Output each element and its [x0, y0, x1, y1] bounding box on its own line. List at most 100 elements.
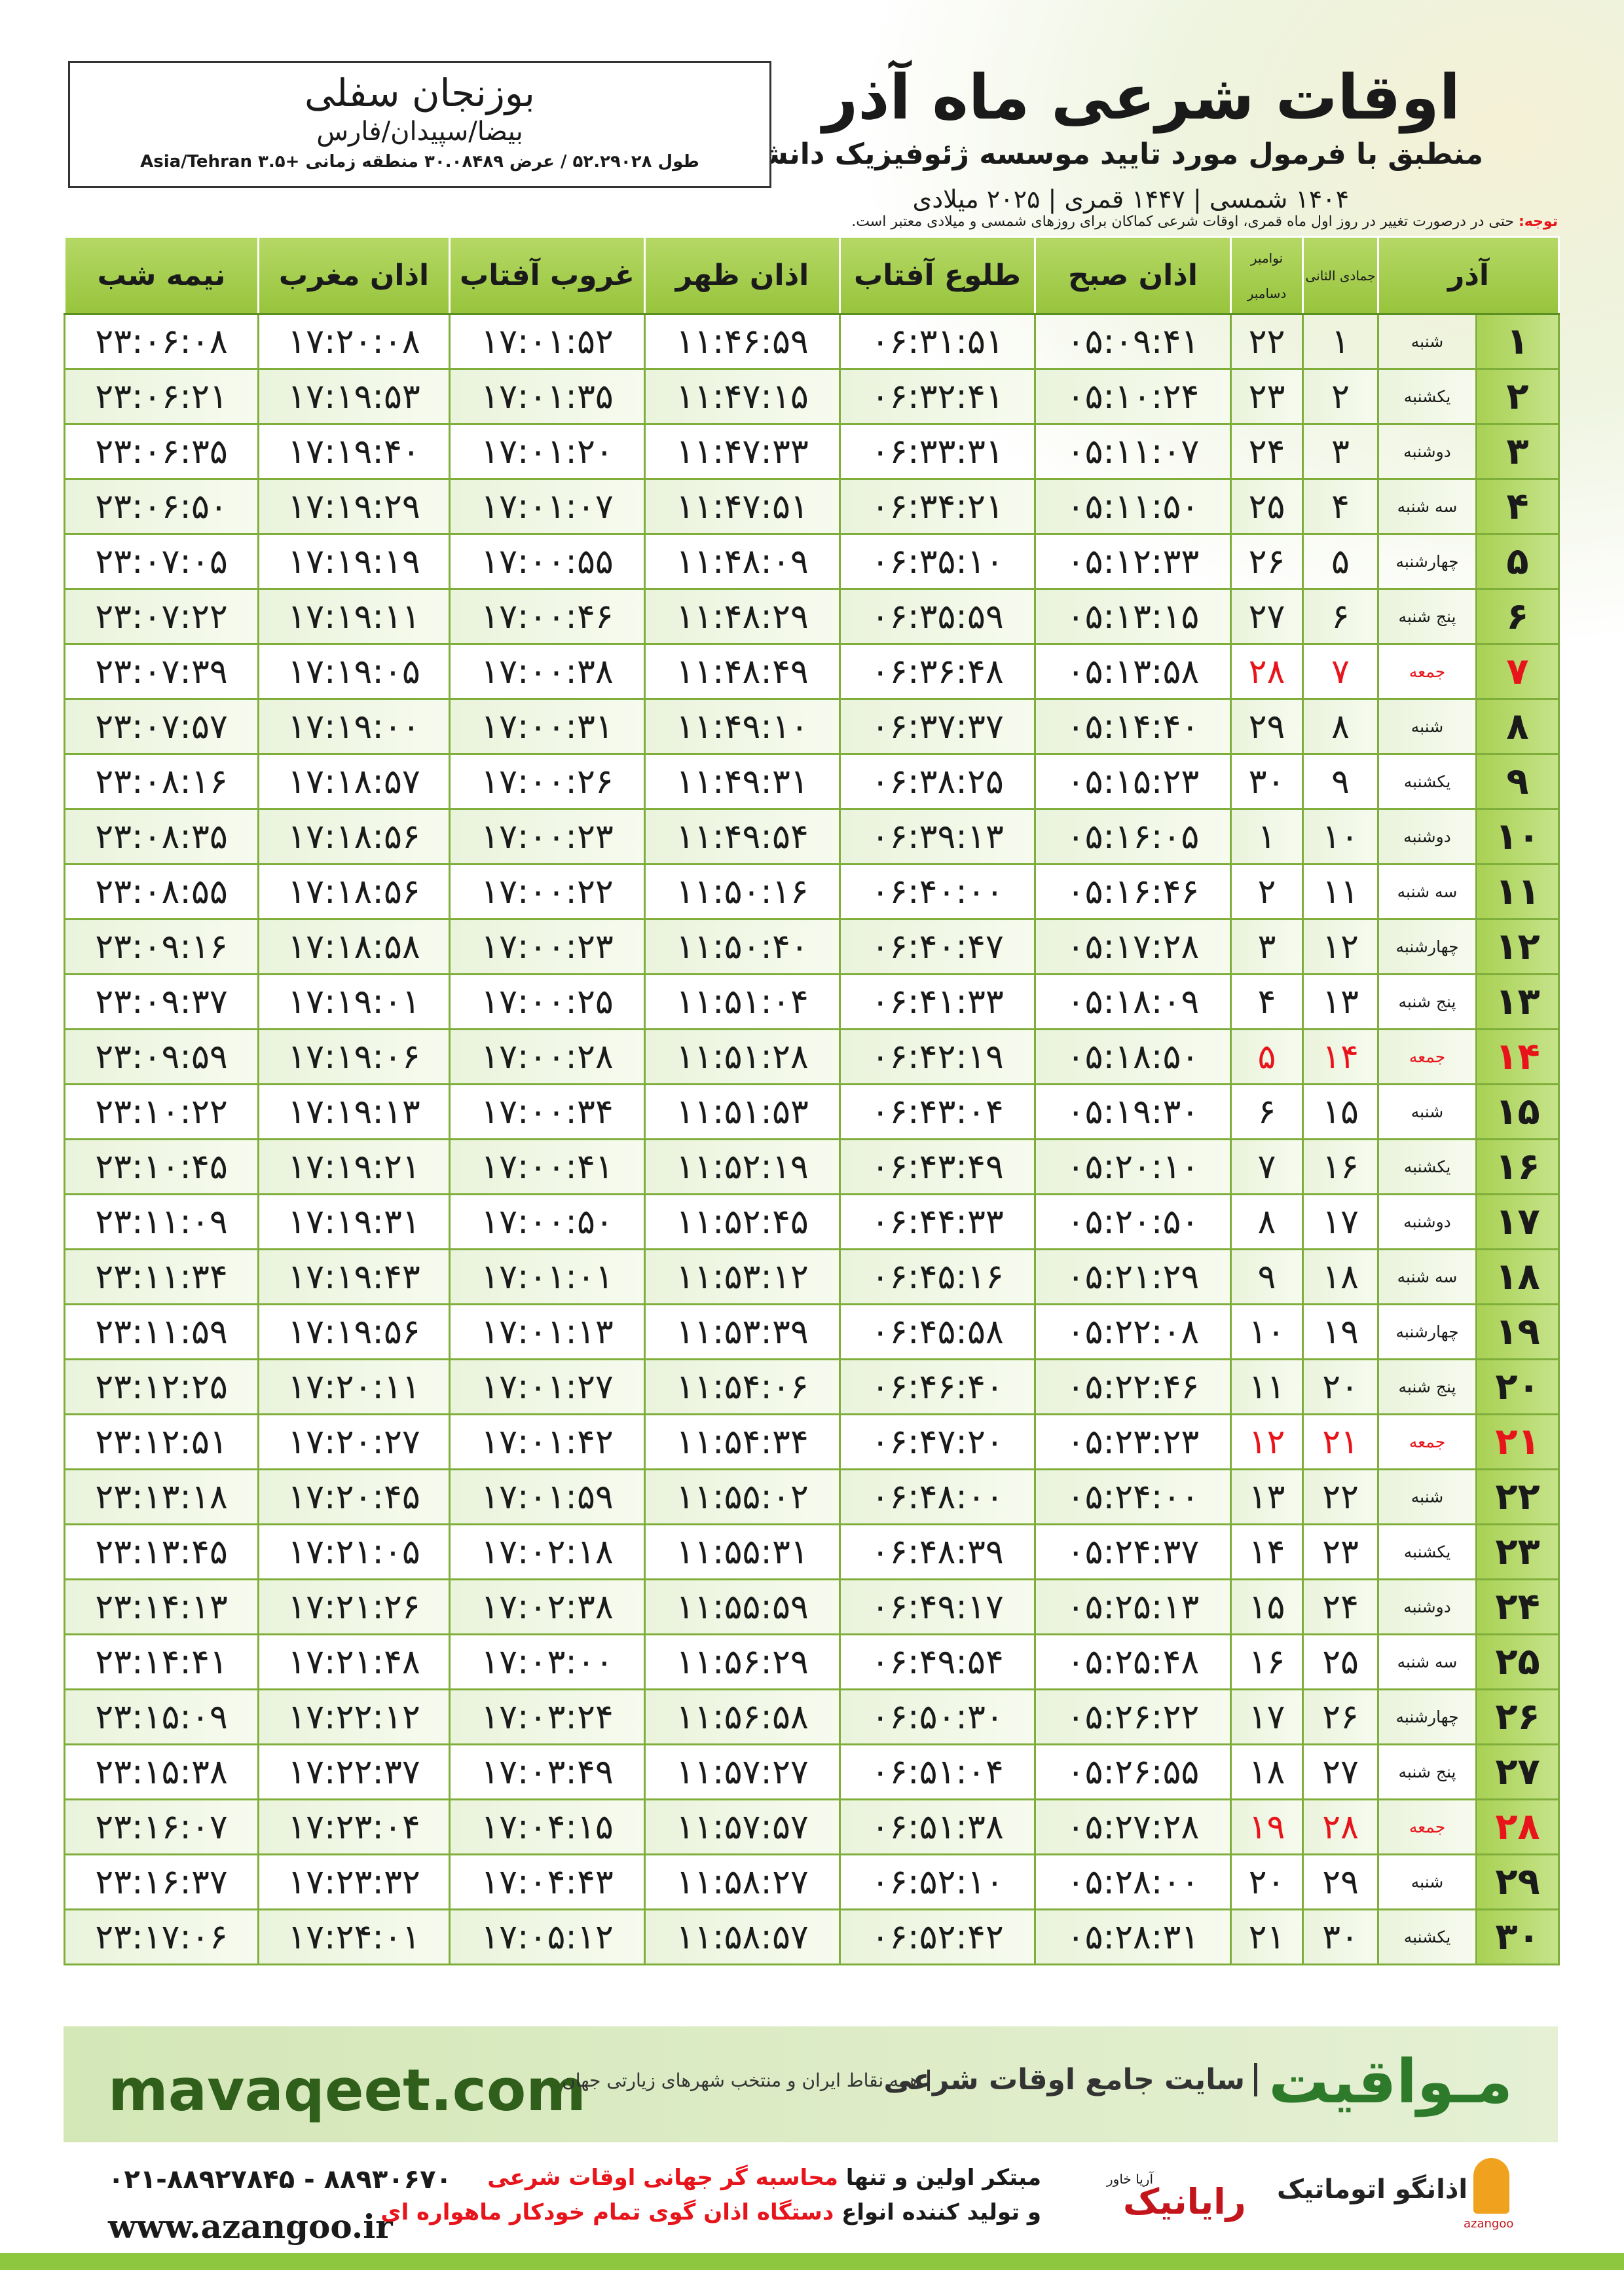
- prayer-table: آذر جمادی الثانی نوامبر دسامبر اذان صبح ط…: [64, 236, 1560, 1965]
- time-cell: ۰۵:۱۹:۳۰: [1034, 1083, 1232, 1140]
- time-cell: ۲۳:۱۱:۳۴: [64, 1248, 259, 1305]
- table-row: ۱۲ چهارشنبه ۱۲ ۳ ۰۵:۱۷:۲۸ ۰۶:۴۰:۴۷ ۱۱:۵۰:۴۰ ۱۷:…: [64, 918, 1560, 975]
- date-cell: ۹: [1230, 1248, 1304, 1305]
- time-cell: ۲۳:۰۷:۳۹: [64, 643, 259, 700]
- date-cell: ۷: [1302, 643, 1379, 700]
- footer-band: [64, 2026, 1558, 2142]
- note-text: حتی در درصورت تغییر در روز اول ماه قمری،…: [851, 214, 1514, 230]
- header-cell: نیمه شب: [64, 236, 259, 315]
- date-cell: چهارشنبه: [1377, 1303, 1477, 1360]
- date-cell: ۸: [1475, 698, 1560, 755]
- time-cell: ۱۷:۰۰:۳۴: [449, 1083, 646, 1140]
- time-cell: ۱۱:۵۷:۲۷: [644, 1743, 841, 1800]
- date-cell: جمعه: [1377, 1028, 1477, 1085]
- date-cell: ۸: [1230, 1193, 1304, 1250]
- table-row: ۲۰ پنج شنبه ۲۰ ۱۱ ۰۵:۲۲:۴۶ ۰۶:۴۶:۴۰ ۱۱:۵۴:۰۶ ۱۷…: [64, 1358, 1560, 1415]
- time-cell: ۱۱:۵۷:۵۷: [644, 1798, 841, 1855]
- date-cell: شنبه: [1377, 1083, 1477, 1140]
- table-row: ۲۳ یکشنبه ۲۳ ۱۴ ۰۵:۲۴:۳۷ ۰۶:۴۸:۳۹ ۱۱:۵۵:۳۱ ۱۷:۰…: [64, 1523, 1560, 1580]
- date-cell: دوشنبه: [1377, 1193, 1477, 1250]
- time-cell: ۱۱:۵۳:۱۲: [644, 1248, 841, 1305]
- date-cell: ۱۸: [1302, 1248, 1379, 1305]
- date-cell: ۲۹: [1230, 698, 1304, 755]
- time-cell: ۱۷:۰۰:۲۲: [449, 863, 646, 920]
- date-cell: ۲۲: [1230, 313, 1304, 370]
- time-cell: ۱۷:۱۹:۲۱: [257, 1138, 451, 1195]
- time-cell: ۰۵:۲۳:۲۳: [1034, 1413, 1232, 1470]
- date-cell: دوشنبه: [1377, 808, 1477, 865]
- date-cell: سه شنبه: [1377, 478, 1477, 535]
- date-cell: ۲۳: [1230, 368, 1304, 425]
- location-coords: طول ۵۲.۲۹۰۲۸ / عرض ۳۰.۰۸۴۸۹ منطقه زمانی …: [140, 152, 699, 172]
- time-cell: ۱۷:۰۱:۳۵: [449, 368, 646, 425]
- time-cell: ۱۱:۴۹:۵۴: [644, 808, 841, 865]
- time-cell: ۰۶:۵۲:۱۰: [839, 1853, 1036, 1910]
- time-cell: ۱۷:۰۱:۲۰: [449, 423, 646, 480]
- table-row: ۲۶ چهارشنبه ۲۶ ۱۷ ۰۵:۲۶:۲۲ ۰۶:۵۰:۳۰ ۱۱:۵۶:۵۸ ۱۷…: [64, 1688, 1560, 1745]
- date-cell: ۷: [1230, 1138, 1304, 1195]
- date-cell: یکشنبه: [1377, 753, 1477, 810]
- table-row: ۱ شنبه ۱ ۲۲ ۰۵:۰۹:۴۱ ۰۶:۳۱:۵۱ ۱۱:۴۶:۵۹ ۱۷:۰۱:۵۲…: [64, 313, 1560, 370]
- date-cell: ۲۷: [1475, 1743, 1560, 1800]
- time-cell: ۱۱:۴۹:۳۱: [644, 753, 841, 810]
- time-cell: ۰۶:۳۲:۴۱: [839, 368, 1036, 425]
- table-row: ۱۵ شنبه ۱۵ ۶ ۰۵:۱۹:۳۰ ۰۶:۴۳:۰۴ ۱۱:۵۱:۵۳ ۱۷:۰۰:۳…: [64, 1083, 1560, 1140]
- time-cell: ۲۳:۰۶:۳۵: [64, 423, 259, 480]
- date-cell: ۹: [1302, 753, 1379, 810]
- table-row: ۲۷ پنج شنبه ۲۷ ۱۸ ۰۵:۲۶:۵۵ ۰۶:۵۱:۰۴ ۱۱:۵۷:۲۷ ۱۷…: [64, 1743, 1560, 1800]
- date-cell: یکشنبه: [1377, 1523, 1477, 1580]
- time-cell: ۰۶:۳۶:۴۸: [839, 643, 1036, 700]
- date-cell: ۲۲: [1475, 1468, 1560, 1525]
- table-row: ۳۰ یکشنبه ۳۰ ۲۱ ۰۵:۲۸:۳۱ ۰۶:۵۲:۴۲ ۱۱:۵۸:۵۷ ۱۷:۰…: [64, 1908, 1560, 1965]
- time-cell: ۱۷:۰۰:۲۳: [449, 918, 646, 975]
- date-cell: ۲۳: [1475, 1523, 1560, 1580]
- time-cell: ۰۵:۲۵:۴۸: [1034, 1633, 1232, 1690]
- date-cell: چهارشنبه: [1377, 1688, 1477, 1745]
- table-row: ۶ پنج شنبه ۶ ۲۷ ۰۵:۱۳:۱۵ ۰۶:۳۵:۵۹ ۱۱:۴۸:۲۹ ۱۷:۰…: [64, 588, 1560, 645]
- date-cell: ۱۴: [1475, 1028, 1560, 1085]
- time-cell: ۰۶:۳۱:۵۱: [839, 313, 1036, 370]
- time-cell: ۱۷:۰۳:۰۰: [449, 1633, 646, 1690]
- time-cell: ۱۷:۰۰:۲۸: [449, 1028, 646, 1085]
- logo-icon: [1473, 2158, 1509, 2214]
- table-row: ۷ جمعه ۷ ۲۸ ۰۵:۱۳:۵۸ ۰۶:۳۶:۴۸ ۱۱:۴۸:۴۹ ۱۷:۰۰:۳۸…: [64, 643, 1560, 700]
- date-cell: ۱۵: [1475, 1083, 1560, 1140]
- date-cell: ۲۹: [1302, 1853, 1379, 1910]
- date-cell: ۴: [1230, 973, 1304, 1030]
- time-cell: ۰۵:۲۴:۰۰: [1034, 1468, 1232, 1525]
- date-cell: ۲۴: [1302, 1578, 1379, 1635]
- date-cell: یکشنبه: [1377, 1138, 1477, 1195]
- table-row: ۲۸ جمعه ۲۸ ۱۹ ۰۵:۲۷:۲۸ ۰۶:۵۱:۳۸ ۱۱:۵۷:۵۷ ۱۷:۰۴:…: [64, 1798, 1560, 1855]
- date-cell: ۲۸: [1302, 1798, 1379, 1855]
- date-cell: جمعه: [1377, 1798, 1477, 1855]
- date-cell: ۱۸: [1475, 1248, 1560, 1305]
- time-cell: ۲۳:۰۹:۵۹: [64, 1028, 259, 1085]
- header-cell: اذان مغرب: [257, 236, 451, 315]
- date-cell: ۱۶: [1230, 1633, 1304, 1690]
- time-cell: ۰۵:۲۲:۰۸: [1034, 1303, 1232, 1360]
- time-cell: ۱۷:۰۱:۵۹: [449, 1468, 646, 1525]
- time-cell: ۲۳:۰۹:۱۶: [64, 918, 259, 975]
- time-cell: ۲۳:۰۸:۳۵: [64, 808, 259, 865]
- time-cell: ۱۷:۰۱:۵۲: [449, 313, 646, 370]
- time-cell: ۱۷:۱۹:۵۳: [257, 368, 451, 425]
- time-cell: ۰۵:۲۰:۵۰: [1034, 1193, 1232, 1250]
- date-cell: ۱۹: [1302, 1303, 1379, 1360]
- table-row: ۹ یکشنبه ۹ ۳۰ ۰۵:۱۵:۲۳ ۰۶:۳۸:۲۵ ۱۱:۴۹:۳۱ ۱۷:۰۰:…: [64, 753, 1560, 810]
- time-cell: ۲۳:۱۴:۴۱: [64, 1633, 259, 1690]
- promo-line: مبتکر اولین و تنها محاسبه گر جهانی اوقات…: [487, 2165, 1041, 2191]
- date-cell: ۱۲: [1302, 918, 1379, 975]
- date-cell: ۳۰: [1475, 1908, 1560, 1965]
- time-cell: ۰۵:۲۶:۲۲: [1034, 1688, 1232, 1745]
- header-cell: طلوع آفتاب: [839, 236, 1036, 315]
- date-cell: ۲: [1302, 368, 1379, 425]
- date-cell: ۱۱: [1230, 1358, 1304, 1415]
- time-cell: ۱۱:۵۵:۰۲: [644, 1468, 841, 1525]
- date-cell: شنبه: [1377, 1853, 1477, 1910]
- time-cell: ۱۱:۵۵:۵۹: [644, 1578, 841, 1635]
- logo: آریا خاور: [1107, 2171, 1154, 2187]
- time-cell: ۱۷:۰۰:۴۶: [449, 588, 646, 645]
- time-cell: ۱۷:۰۲:۱۸: [449, 1523, 646, 1580]
- time-cell: ۱۱:۵۱:۰۴: [644, 973, 841, 1030]
- date-cell: سه شنبه: [1377, 1633, 1477, 1690]
